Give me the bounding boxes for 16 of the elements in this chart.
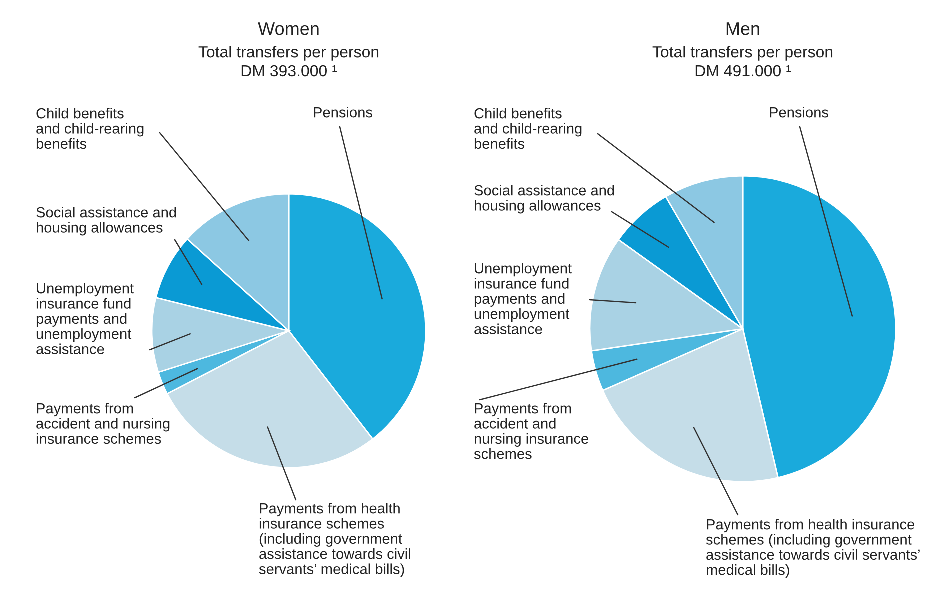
slice-label: Payments from health insurance schemes (including government assistance towards civil servants’ medical bills) [259,503,410,578]
slice-label: Payments from accident and nursing insurance schemes [36,403,170,444]
chart-title: Men [726,22,760,36]
slice-label: Payments from accident and nursing insurance schemes [474,403,588,460]
slice-label: Payments from health insurance schemes (including government assistance towards civil servants’ medical bills) [706,519,920,578]
slice-label: Child benefits and child-rearing benefits [474,108,582,150]
chart-title: Women [258,22,319,36]
slice-label: Social assistance and housing allowances [36,207,176,236]
slice-label: Child benefits and child-rearing benefits [36,108,144,150]
slice-label: Pensions [314,107,372,118]
chart-subtitle: Total transfers per person DM 393.000 ¹ [198,46,379,77]
slice-label: Unemployment insurance fund payments and unemployment assistance [474,263,572,334]
chart-subtitle: Total transfers per person DM 491.000 ¹ [652,46,833,77]
slice-label: Social assistance and housing allowances [474,185,614,214]
slice-label: Unemployment insurance fund payments and unemployment assistance [36,283,134,354]
slice-label: Pensions [770,107,828,118]
